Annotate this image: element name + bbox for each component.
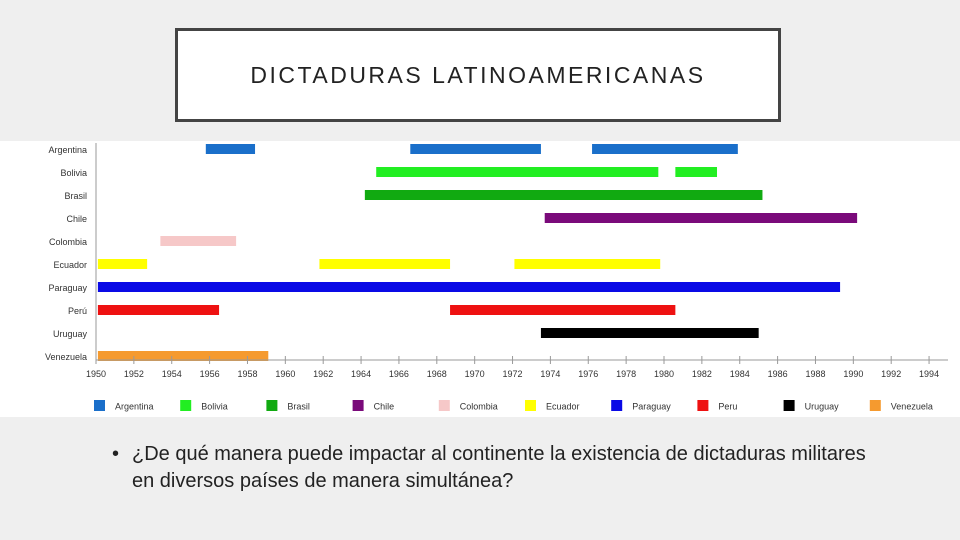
bar-peru-1 <box>97 305 220 315</box>
row-label-argentina: Argentina <box>48 145 87 155</box>
bar-ecuador-2 <box>319 259 451 269</box>
legend-label-peru: Peru <box>718 402 737 412</box>
x-tick-label-1954: 1954 <box>162 369 182 379</box>
legend-swatch-colombia <box>438 400 450 411</box>
x-tick-label-1988: 1988 <box>805 369 825 379</box>
bar-bolivia-1 <box>376 167 659 177</box>
legend-label-bolivia: Bolivia <box>201 402 228 412</box>
x-tick-label-1952: 1952 <box>124 369 144 379</box>
x-tick-label-1960: 1960 <box>275 369 295 379</box>
bar-uruguay-1 <box>540 328 759 338</box>
x-tick-label-1984: 1984 <box>730 369 750 379</box>
bar-bolivia-2 <box>675 167 718 177</box>
bar-chile-1 <box>544 213 858 223</box>
row-label-ecuador: Ecuador <box>53 260 87 270</box>
legend-swatch-brasil <box>266 400 278 411</box>
bar-brasil-1 <box>364 190 763 200</box>
row-label-venezuela: Venezuela <box>45 352 87 362</box>
row-label-uruguay: Uruguay <box>53 329 88 339</box>
bar-ecuador-1 <box>97 259 148 269</box>
x-tick-label-1982: 1982 <box>692 369 712 379</box>
x-tick-label-1962: 1962 <box>313 369 333 379</box>
legend-swatch-venezuela <box>869 400 881 411</box>
x-tick-label-1970: 1970 <box>465 369 485 379</box>
x-tick-label-1976: 1976 <box>578 369 598 379</box>
legend-swatch-bolivia <box>180 400 192 411</box>
legend-swatch-paraguay <box>611 400 623 411</box>
bar-argentina-2 <box>410 144 541 154</box>
x-tick-label-1956: 1956 <box>200 369 220 379</box>
slide-title: DICTADURAS LATINOAMERICANAS <box>250 61 706 88</box>
x-tick-label-1978: 1978 <box>616 369 636 379</box>
bullet-marker: • <box>112 443 120 465</box>
bar-colombia-1 <box>160 236 237 246</box>
row-label-paraguay: Paraguay <box>48 283 87 293</box>
bar-venezuela-1 <box>97 351 269 361</box>
x-tick-label-1990: 1990 <box>843 369 863 379</box>
timeline-chart: Argentina Bolivia Brasil Chile Colombia Ecuad… <box>0 141 960 417</box>
timeline-chart-svg: Argentina Bolivia Brasil Chile Colombia Ecuad… <box>45 143 948 412</box>
x-tick-label-1972: 1972 <box>503 369 523 379</box>
x-tick-label-1964: 1964 <box>351 369 371 379</box>
legend-label-colombia: Colombia <box>460 402 498 412</box>
title-box: DICTADURAS LATINOAMERICANAS <box>175 28 781 122</box>
row-label-chile: Chile <box>66 214 87 224</box>
question-block: • ¿De qué manera puede impactar al conti… <box>112 441 872 495</box>
legend-label-argentina: Argentina <box>115 402 154 412</box>
bar-argentina-3 <box>592 144 738 154</box>
x-tick-label-1968: 1968 <box>427 369 447 379</box>
legend-swatch-argentina <box>94 400 105 411</box>
legend-label-ecuador: Ecuador <box>546 402 580 412</box>
legend-label-paraguay: Paraguay <box>632 402 671 412</box>
legend-label-chile: Chile <box>374 402 395 412</box>
question-text: ¿De qué manera puede impactar al contine… <box>132 443 866 492</box>
legend-swatch-peru <box>697 400 709 411</box>
legend-swatch-ecuador <box>525 400 536 411</box>
x-tick-label-1986: 1986 <box>768 369 788 379</box>
legend-label-brasil: Brasil <box>287 402 310 412</box>
legend-label-uruguay: Uruguay <box>805 402 840 412</box>
row-label-brasil: Brasil <box>64 191 87 201</box>
bar-peru-2 <box>450 305 676 315</box>
x-tick-label-1994: 1994 <box>919 369 939 379</box>
x-tick-label-1966: 1966 <box>389 369 409 379</box>
row-label-bolivia: Bolivia <box>60 168 87 178</box>
row-label-colombia: Colombia <box>49 237 87 247</box>
x-tick-label-1974: 1974 <box>540 369 560 379</box>
bar-argentina-1 <box>205 144 256 154</box>
legend-swatch-uruguay <box>783 400 795 411</box>
x-tick-label-1958: 1958 <box>237 369 257 379</box>
legend-swatch-chile <box>352 400 364 411</box>
x-tick-label-1992: 1992 <box>881 369 901 379</box>
x-tick-label-1950: 1950 <box>86 369 106 379</box>
bar-paraguay-1 <box>97 282 841 292</box>
bar-ecuador-3 <box>514 259 661 269</box>
legend-label-venezuela: Venezuela <box>891 402 933 412</box>
x-tick-label-1980: 1980 <box>654 369 674 379</box>
row-label-peru: Perú <box>68 306 87 316</box>
